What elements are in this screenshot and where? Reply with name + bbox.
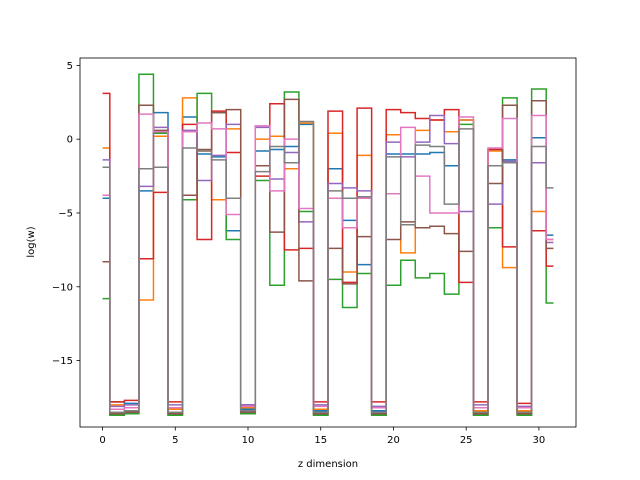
x-tick-label: 25 (460, 435, 473, 446)
y-tick-label: 0 (67, 135, 73, 146)
x-axis-label: z dimension (298, 459, 358, 470)
y-axis: −15 −10 −5 0 5 (52, 61, 80, 367)
x-tick-label: 20 (387, 435, 400, 446)
series-layer (102, 73, 554, 416)
y-tick-label: −5 (58, 208, 73, 219)
x-tick-label: 0 (99, 435, 105, 446)
y-tick-label: −15 (52, 356, 73, 367)
y-tick-label: 5 (67, 61, 73, 72)
x-tick-label: 15 (314, 435, 327, 446)
y-tick-label: −10 (52, 282, 73, 293)
plot-frame (79, 57, 577, 428)
y-axis-label: log(w) (26, 226, 37, 257)
series-line-8 (102, 120, 554, 413)
x-tick-label: 10 (242, 435, 255, 446)
x-tick-label: 5 (172, 435, 178, 446)
x-axis: 0 5 10 15 20 25 30 (99, 427, 545, 446)
x-tick-label: 30 (533, 435, 546, 446)
